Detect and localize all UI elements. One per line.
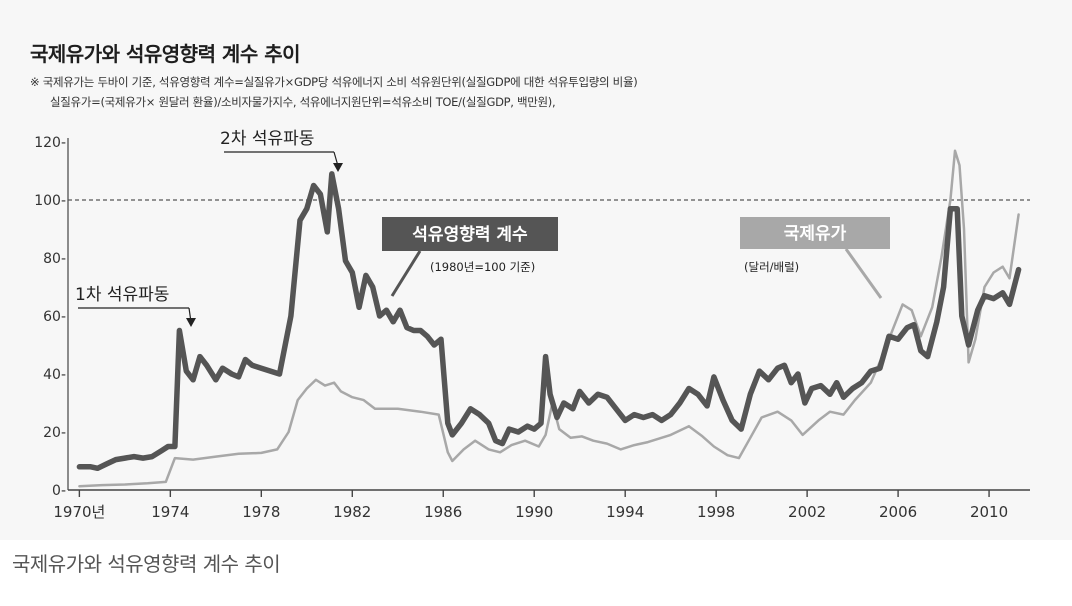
x-tick-label: 1986 xyxy=(424,503,462,521)
figure-caption: 국제유가와 석유영향력 계수 추이 xyxy=(12,552,281,576)
legend-oil-price-swatch xyxy=(740,217,890,249)
series-line-oil-impact xyxy=(76,171,1022,472)
x-tick-label: 1990 xyxy=(515,503,553,521)
x-tick-label: 2006 xyxy=(879,503,917,521)
x-tick-label: 1982 xyxy=(333,503,371,521)
y-tick-label: 120- xyxy=(34,135,66,151)
y-tick-label: 80- xyxy=(43,251,66,267)
legend-oil-impact-swatch xyxy=(382,217,558,251)
x-tick-label: 1974 xyxy=(151,503,189,521)
legend-oil-price-sublabel: (달러/배럴) xyxy=(744,260,799,274)
chart-note-line-2: 실질유가=(국제유가× 원달러 환율)/소비자물가지수, 석유에너지원단위=석유… xyxy=(50,95,556,109)
annotation-oil-shock-1-label: 1차 석유파동 xyxy=(75,285,169,305)
x-axis: 1970년 1974 1978 1982 1986 1990 1994 1998 2002 200… xyxy=(53,489,1030,521)
y-tick-label: 40- xyxy=(43,367,66,383)
y-tick-label: 20- xyxy=(43,425,66,441)
x-tick-label: 1994 xyxy=(606,503,644,521)
annotation-oil-shock-2: 2차 석유파동 xyxy=(220,129,343,172)
chart-note-line-1: ※ 국제유가는 두바이 기준, 석유영향력 계수=실질유가×GDP당 석유에너지… xyxy=(30,75,638,89)
series-line-oil-price xyxy=(78,149,1020,488)
x-tick-label: 1978 xyxy=(242,503,280,521)
y-tick-label: 100- xyxy=(34,193,66,209)
x-tick-label: 1998 xyxy=(697,503,735,521)
legend-oil-impact-sublabel: (1980년=100 기준) xyxy=(430,260,535,274)
legend-oil-impact-label: 석유영향력 계수 xyxy=(412,224,528,245)
series-layer xyxy=(76,149,1022,488)
legend-oil-price-label: 국제유가 xyxy=(784,224,847,244)
y-tick-label: 60- xyxy=(43,309,66,325)
x-tick-label: 1970년 xyxy=(53,503,105,521)
legend-oil-impact: 석유영향력 계수 (1980년=100 기준) xyxy=(382,217,558,297)
legend-oil-price: 국제유가 (달러/배럴) xyxy=(740,217,890,299)
x-tick-label: 2002 xyxy=(788,503,826,521)
y-axis: 0- 20- 40- 60- 80- 100- 120- xyxy=(34,135,69,499)
line-chart: 0- 20- 40- 60- 80- 100- 120- 1970년 1974 1978 1982… xyxy=(34,129,1030,521)
x-tick-label: 2010 xyxy=(970,503,1008,521)
chart-figure: 국제유가와 석유영향력 계수 추이 ※ 국제유가는 두바이 기준, 석유영향력 … xyxy=(30,42,1030,521)
y-tick-label: 0- xyxy=(52,483,66,499)
chart-title: 국제유가와 석유영향력 계수 추이 xyxy=(30,42,301,66)
annotation-oil-shock-1: 1차 석유파동 xyxy=(75,285,196,327)
annotation-oil-shock-2-label: 2차 석유파동 xyxy=(220,129,314,149)
